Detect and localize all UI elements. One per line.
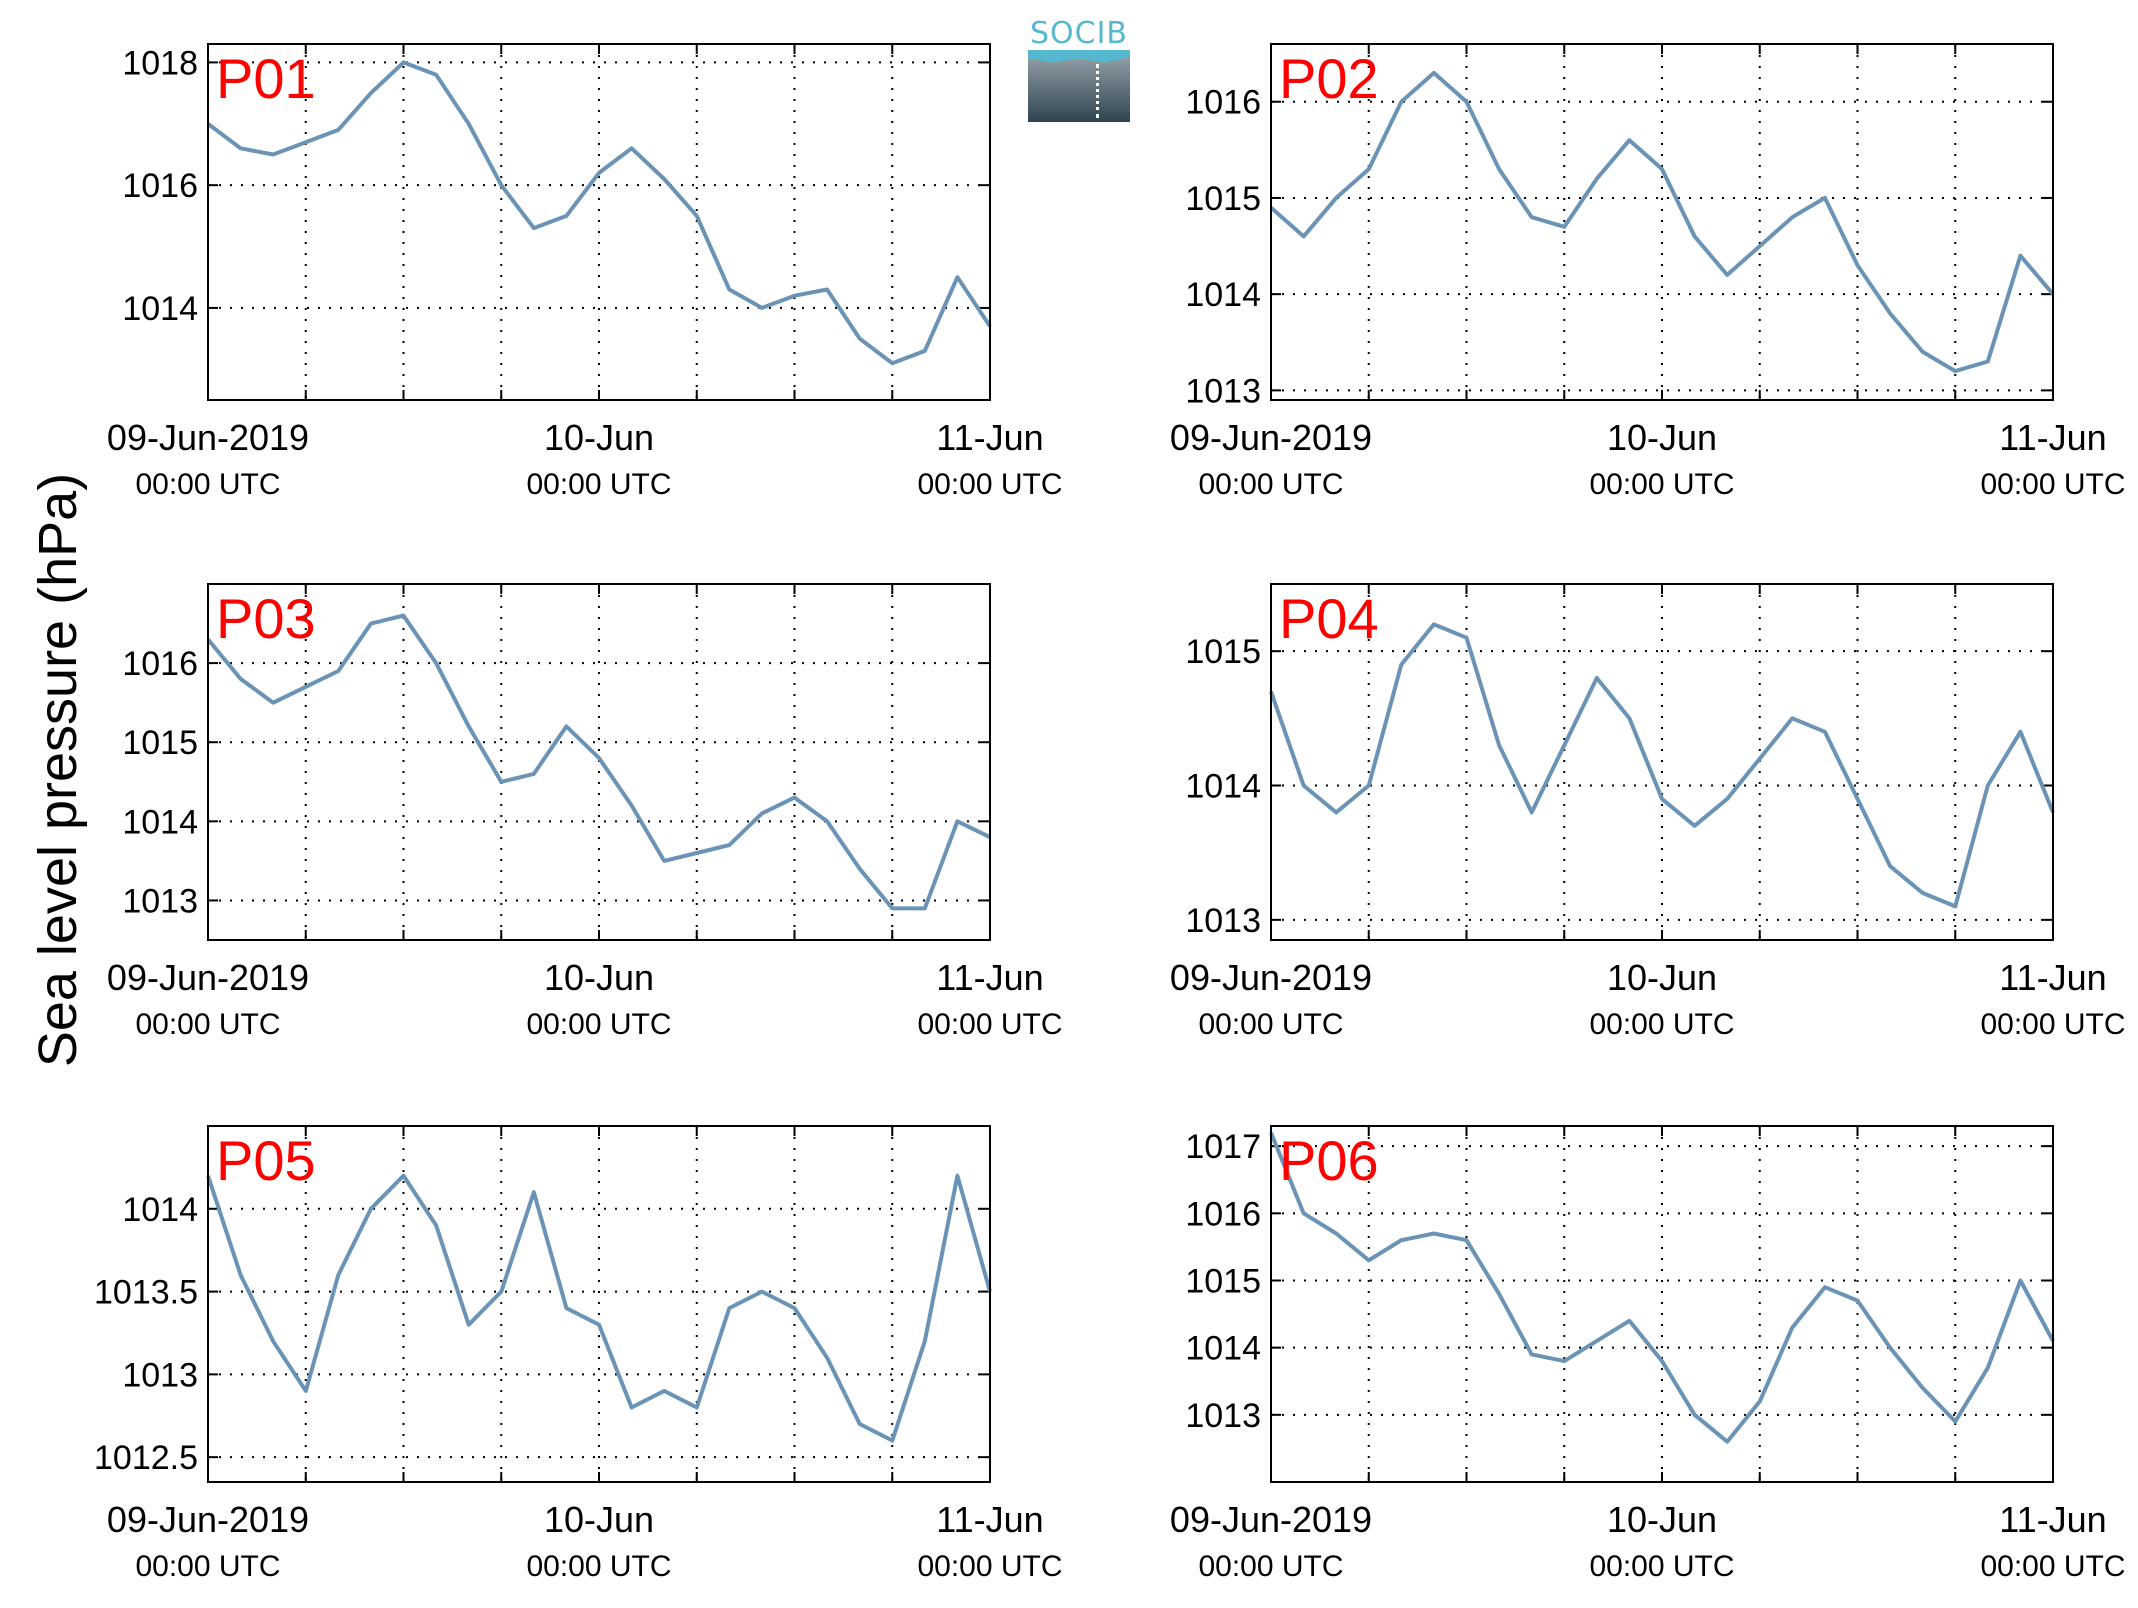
y-tick-label: 1015 <box>1185 180 1261 218</box>
x-tick-label: 09-Jun-2019 <box>1170 957 1372 998</box>
x-tick-sublabel: 00:00 UTC <box>1589 468 1734 501</box>
x-tick-sublabel: 00:00 UTC <box>917 1550 1062 1583</box>
series-line-p03 <box>206 613 991 911</box>
x-tick-label: 10-Jun <box>1607 957 1717 998</box>
x-tick-sublabel: 00:00 UTC <box>135 1550 280 1583</box>
panel-p01: 1014 1016 1018 09-Jun-2019 00:00 UTC 10-Jun 00… <box>107 43 1063 501</box>
y-tick-label: 1018 <box>122 44 198 82</box>
series-line-p04 <box>1269 622 2055 909</box>
y-tick-label: 1016 <box>1185 1195 1261 1233</box>
x-tick-label: 11-Jun <box>1999 1499 2106 1540</box>
x-tick-sublabel: 00:00 UTC <box>526 1008 671 1041</box>
axes-box <box>1270 583 2054 941</box>
x-tick-label: 10-Jun <box>1607 417 1717 458</box>
x-tick-sublabel: 00:00 UTC <box>1198 1008 1343 1041</box>
y-tick-label: 1015 <box>1185 633 1261 671</box>
logo-text: SOCIB <box>1029 16 1129 51</box>
y-tick-label: 1015 <box>1185 1262 1261 1300</box>
y-tick-label: 1017 <box>1185 1128 1261 1166</box>
panel-label: P02 <box>1279 47 1379 110</box>
y-tick-label: 1016 <box>1185 84 1261 122</box>
x-tick-sublabel: 00:00 UTC <box>1589 1008 1734 1041</box>
y-tick-label: 1014 <box>1185 1330 1261 1368</box>
x-tick-label: 09-Jun-2019 <box>1170 417 1372 458</box>
axes-box <box>207 1125 991 1483</box>
logo-wave <box>1028 50 1130 63</box>
panel-label: P04 <box>1279 587 1379 650</box>
x-tick-label: 09-Jun-2019 <box>107 1499 309 1540</box>
y-tick-label: 1013 <box>1185 1397 1261 1435</box>
panel-label: P01 <box>216 47 316 110</box>
series-line-p01 <box>206 60 992 366</box>
axes-box <box>1270 43 2054 401</box>
x-tick-label: 10-Jun <box>544 417 654 458</box>
y-tick-label: 1014 <box>1185 276 1261 314</box>
panel-p03: 1013 1014 1015 1016 09-Jun-2019 00:00 UTC 10-J… <box>107 583 1063 1041</box>
x-tick-sublabel: 00:00 UTC <box>917 468 1062 501</box>
x-tick-label: 10-Jun <box>544 1499 654 1540</box>
x-tick-label: 11-Jun <box>936 957 1043 998</box>
y-axis-label: Sea level pressure (hPa) <box>28 472 88 1068</box>
y-tick-label: 1013 <box>1185 372 1261 410</box>
x-tick-label: 11-Jun <box>936 1499 1043 1540</box>
y-tick-label: 1014 <box>1185 768 1261 806</box>
panel-label: P03 <box>216 587 316 650</box>
x-tick-sublabel: 00:00 UTC <box>526 1550 671 1583</box>
axes-box <box>207 43 991 401</box>
panel-p06: 1013 1014 1015 1016 1017 09-Jun-2019 00:00 UTC… <box>1170 1125 2126 1583</box>
y-tick-label: 1012.5 <box>94 1439 198 1477</box>
logo-dots <box>1096 64 1099 118</box>
panel-p04: 1013 1014 1015 09-Jun-2019 00:00 UTC 10-Jun 00… <box>1170 583 2126 1041</box>
x-tick-sublabel: 00:00 UTC <box>526 468 671 501</box>
y-tick-label: 1013 <box>1185 902 1261 940</box>
x-tick-label: 09-Jun-2019 <box>107 417 309 458</box>
x-tick-label: 11-Jun <box>1999 957 2106 998</box>
y-tick-label: 1015 <box>122 724 198 762</box>
x-tick-sublabel: 00:00 UTC <box>1589 1550 1734 1583</box>
panel-p05: 1012.5 1013 1013.5 1014 09-Jun-2019 00:00 UTC… <box>94 1125 1063 1583</box>
panel-label: P06 <box>1279 1129 1379 1192</box>
axes-box <box>207 583 991 941</box>
x-tick-label: 09-Jun-2019 <box>1170 1499 1372 1540</box>
y-tick-label: 1014 <box>122 290 198 328</box>
logo-box <box>1028 50 1130 122</box>
x-tick-sublabel: 00:00 UTC <box>917 1008 1062 1041</box>
y-tick-label: 1016 <box>122 645 198 683</box>
x-tick-sublabel: 00:00 UTC <box>135 1008 280 1041</box>
y-tick-label: 1014 <box>122 803 198 841</box>
y-tick-label: 1013 <box>122 882 198 920</box>
x-tick-sublabel: 00:00 UTC <box>1198 468 1343 501</box>
x-tick-sublabel: 00:00 UTC <box>1980 1008 2125 1041</box>
series-line-p06 <box>1269 1131 2055 1444</box>
y-tick-label: 1016 <box>122 167 198 205</box>
x-tick-label: 10-Jun <box>1607 1499 1717 1540</box>
socib-logo: SOCIB <box>1028 16 1130 122</box>
x-tick-sublabel: 00:00 UTC <box>1198 1550 1343 1583</box>
y-tick-label: 1013 <box>122 1356 198 1394</box>
x-tick-label: 10-Jun <box>544 957 654 998</box>
x-tick-label: 09-Jun-2019 <box>107 957 309 998</box>
y-tick-label: 1014 <box>122 1191 198 1229</box>
x-tick-label: 11-Jun <box>1999 417 2106 458</box>
axes-box <box>1270 1125 2054 1483</box>
x-tick-sublabel: 00:00 UTC <box>1980 468 2125 501</box>
y-tick-label: 1013.5 <box>94 1274 198 1312</box>
series-line-p02 <box>1269 70 2055 374</box>
panel-p02: 1013 1014 1015 1016 09-Jun-2019 00:00 UTC 10-J… <box>1170 43 2126 501</box>
x-tick-sublabel: 00:00 UTC <box>1980 1550 2125 1583</box>
panel-label: P05 <box>216 1129 316 1192</box>
series-line-p05 <box>206 1173 992 1443</box>
x-tick-label: 11-Jun <box>936 417 1043 458</box>
x-tick-sublabel: 00:00 UTC <box>135 468 280 501</box>
